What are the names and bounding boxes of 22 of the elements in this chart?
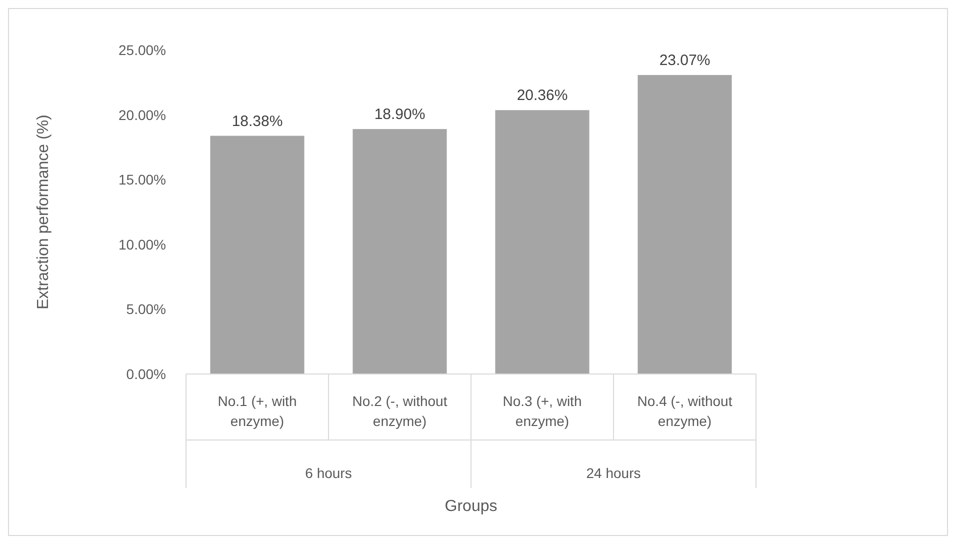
text: 6 hours — [305, 465, 352, 481]
text: 24 hours — [586, 465, 641, 481]
y-tick-label: 25.00% — [118, 42, 166, 58]
data-label: 18.90% — [374, 106, 426, 124]
data-label: 20.36% — [516, 87, 568, 104]
y-tick-label: 15.00% — [118, 172, 166, 188]
x-tick-label: No.2 (-, without enzyme) — [352, 393, 448, 429]
y-tick-label: 10.00% — [118, 236, 166, 252]
data-label: 18.38% — [232, 112, 283, 130]
y-axis-title: Extraction performance (%) — [35, 114, 52, 310]
data-label: 23.07% — [659, 52, 710, 70]
x-axis-title: Groups — [444, 498, 498, 515]
bar — [210, 136, 304, 374]
bar — [495, 110, 590, 374]
x-tick-label: No.4 (-, without enzyme) — [637, 393, 732, 429]
y-tick-label: 20.00% — [118, 106, 166, 123]
y-tick-label: 0.00% — [126, 366, 166, 382]
y-tick-label: 5.00% — [126, 301, 166, 318]
bar — [638, 75, 732, 374]
x-tick-label: No.3 (+, with enzyme) — [502, 393, 582, 429]
bar — [352, 129, 447, 374]
x-tick-label: No.1 (+, with enzyme) — [218, 393, 297, 429]
